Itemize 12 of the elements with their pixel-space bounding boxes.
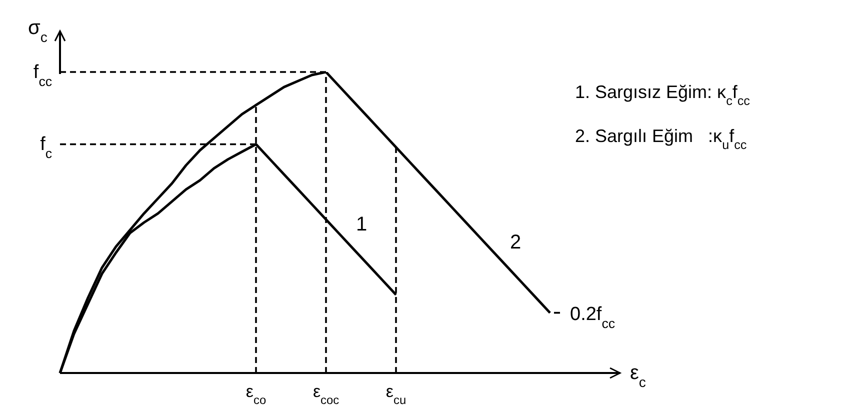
x-tick-label: ε$_{co}$ bbox=[246, 382, 266, 407]
y-axis-title: σ$_{c}$ bbox=[28, 17, 48, 45]
x-axis-title: ε$_{c}$ bbox=[630, 362, 646, 390]
x-tick-label: ε$_{coc}$ bbox=[312, 382, 340, 407]
x-tick-label: ε$_{cu}$ bbox=[386, 382, 406, 407]
annotation: 1. Sargısız Eğim: κ$_{c}$f$_{cc}$ bbox=[575, 82, 750, 108]
ref-line-label: 0.2f$_{cc}$ bbox=[570, 304, 616, 330]
annotation: 2. Sargılı Eğim :κ$_{u}$f$_{cc}$ bbox=[575, 126, 747, 152]
series-label: 2 bbox=[510, 232, 522, 254]
ref-line-label: f$_{c}$ bbox=[40, 134, 52, 161]
ref-line-label: f$_{cc}$ bbox=[33, 62, 52, 88]
series-label: 1 bbox=[356, 214, 368, 236]
